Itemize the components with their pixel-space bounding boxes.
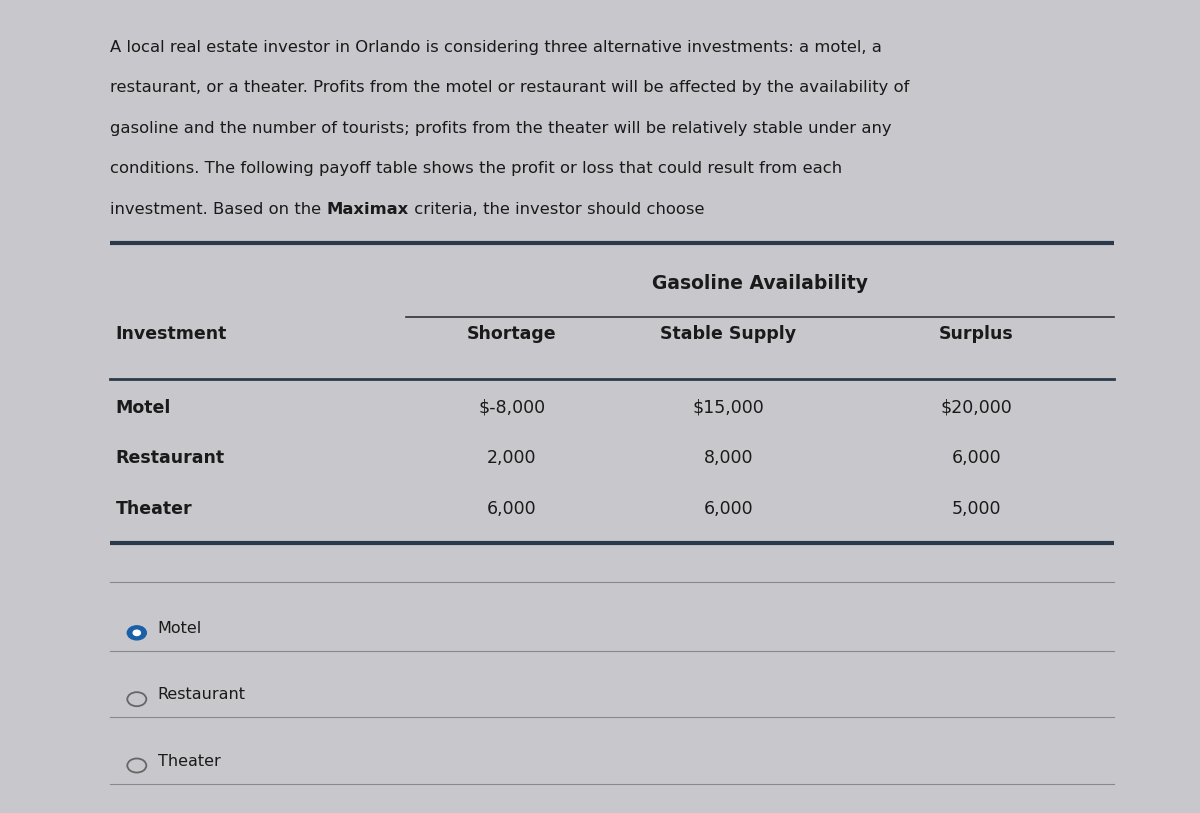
Text: gasoline and the number of tourists; profits from the theater will be relatively: gasoline and the number of tourists; pro…: [110, 121, 892, 136]
Text: Surplus: Surplus: [938, 324, 1014, 342]
Circle shape: [127, 626, 146, 640]
Text: $20,000: $20,000: [941, 398, 1012, 417]
Text: 5,000: 5,000: [952, 500, 1001, 518]
Text: Gasoline Availability: Gasoline Availability: [652, 274, 868, 293]
Text: restaurant, or a theater. Profits from the motel or restaurant will be affected : restaurant, or a theater. Profits from t…: [110, 80, 910, 95]
Text: Stable Supply: Stable Supply: [660, 324, 797, 342]
Text: Restaurant: Restaurant: [157, 688, 246, 702]
Text: Restaurant: Restaurant: [115, 450, 224, 467]
Text: 6,000: 6,000: [952, 450, 1001, 467]
Text: $-8,000: $-8,000: [478, 398, 545, 417]
Text: 2,000: 2,000: [487, 450, 536, 467]
Text: Motel: Motel: [115, 398, 172, 417]
Text: A local real estate investor in Orlando is considering three alternative investm: A local real estate investor in Orlando …: [110, 40, 882, 54]
Text: Investment: Investment: [115, 324, 227, 342]
Text: 6,000: 6,000: [703, 500, 752, 518]
Text: Maximax: Maximax: [326, 202, 409, 217]
Circle shape: [133, 630, 140, 636]
Text: Shortage: Shortage: [467, 324, 557, 342]
Text: criteria, the investor should choose: criteria, the investor should choose: [409, 202, 704, 217]
Text: Theater: Theater: [115, 500, 192, 518]
Text: investment. Based on the: investment. Based on the: [110, 202, 326, 217]
Text: 8,000: 8,000: [703, 450, 752, 467]
Text: Theater: Theater: [157, 754, 221, 769]
Text: conditions. The following payoff table shows the profit or loss that could resul: conditions. The following payoff table s…: [110, 162, 842, 176]
Text: Motel: Motel: [157, 621, 202, 636]
Text: 6,000: 6,000: [487, 500, 536, 518]
Text: $15,000: $15,000: [692, 398, 764, 417]
